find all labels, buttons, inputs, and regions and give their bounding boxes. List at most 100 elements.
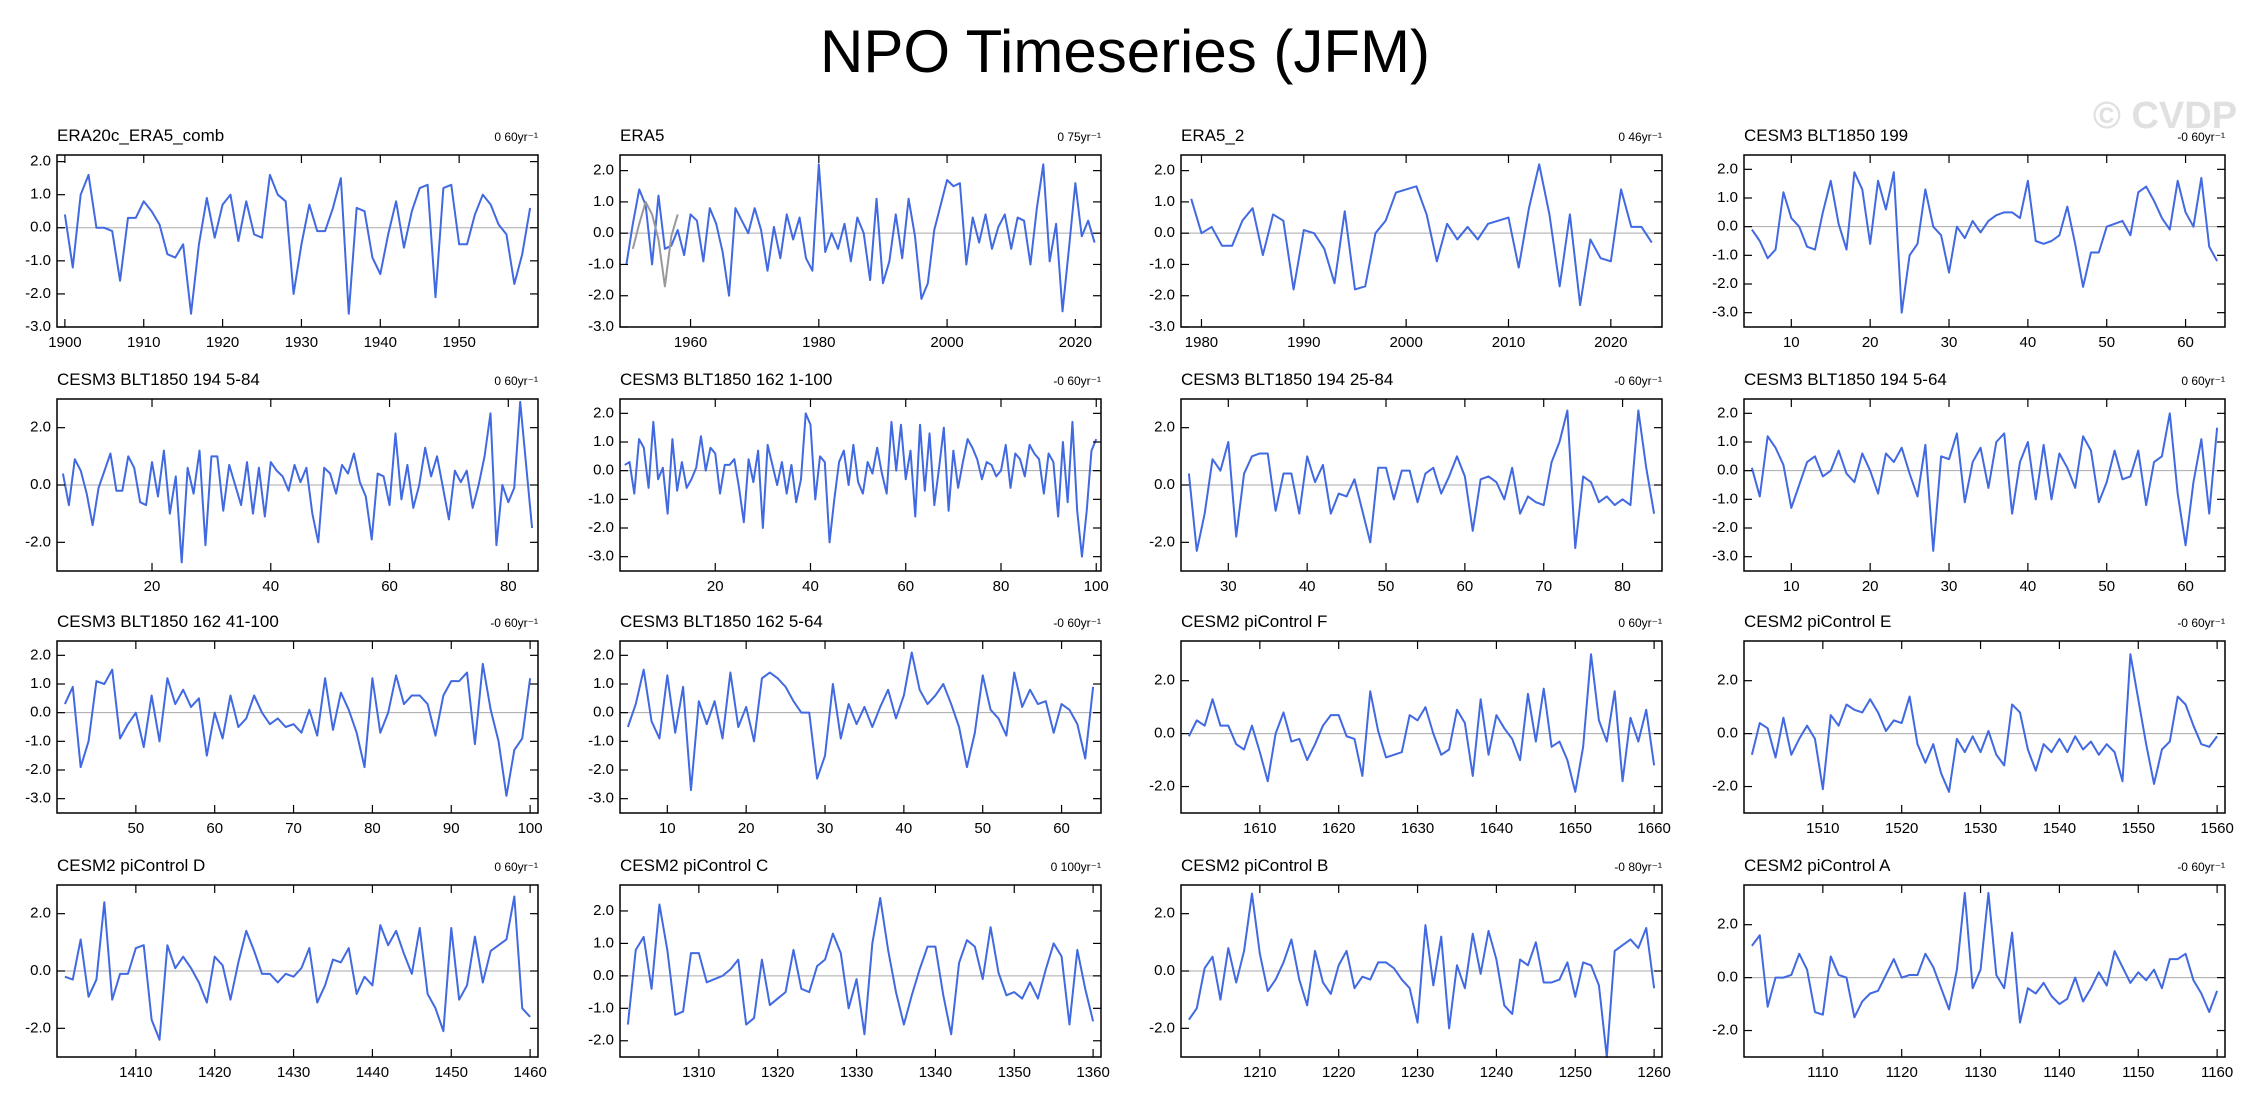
- plot-frame: [619, 154, 1102, 328]
- x-tick-label: 40: [2020, 578, 2037, 595]
- y-tick-label: 2.0: [1717, 404, 1738, 421]
- y-tick-label: 0.0: [30, 962, 51, 979]
- panel-trend: 0 100yr⁻¹: [1051, 860, 1101, 874]
- y-tick-label: -2.0: [1712, 1022, 1738, 1039]
- y-tick-label: -2.0: [25, 1019, 51, 1036]
- y-tick-label: -1.0: [1712, 490, 1738, 507]
- x-tick-label: 1540: [2043, 820, 2076, 837]
- y-tick-label: -2.0: [1149, 533, 1175, 550]
- x-tick-label: 50: [128, 820, 145, 837]
- y-tick-label: 2.0: [30, 646, 51, 663]
- panel: CESM2 piControl C 0 100yr⁻¹ -2.0 -1.0 0.0 1.0…: [588, 856, 1110, 1081]
- x-tick-label: 40: [1299, 578, 1316, 595]
- x-tick-label: 80: [500, 578, 517, 595]
- x-tick-label: 50: [974, 820, 991, 837]
- x-tick-label: 1440: [356, 1064, 389, 1081]
- panel: ERA5 0 75yr⁻¹ -3.0 -2.0 -1.0 0.0 1.0 2.0 1960 198…: [588, 126, 1102, 351]
- y-tick-label: 1.0: [593, 193, 614, 210]
- x-tick-label: 50: [2098, 334, 2115, 351]
- x-tick-label: 1120: [1886, 1064, 1918, 1081]
- x-tick-label: 100: [518, 820, 543, 837]
- x-tick-label: 2000: [1389, 334, 1422, 351]
- x-tick-label: 1110: [1807, 1064, 1838, 1081]
- panel-trend: -0 60yr⁻¹: [2177, 860, 2225, 874]
- x-tick-label: 20: [707, 578, 724, 595]
- plot-frame: [619, 398, 1102, 572]
- series-line: [1187, 409, 1656, 552]
- series-line: [63, 173, 532, 315]
- y-tick-label: 1.0: [593, 433, 614, 450]
- x-tick-label: 60: [206, 820, 223, 837]
- y-tick-label: 2.0: [30, 419, 51, 436]
- panel: CESM3 BLT1850 194 25-84 -0 60yr⁻¹ -2.0 0.0 2…: [1149, 370, 1663, 595]
- x-tick-label: 40: [2020, 334, 2037, 351]
- x-tick-label: 1230: [1401, 1064, 1434, 1081]
- y-tick-label: 2.0: [1154, 672, 1175, 689]
- x-tick-label: 20: [738, 820, 755, 837]
- series-line: [63, 662, 532, 797]
- x-tick-label: 1530: [1964, 820, 1997, 837]
- plot-frame: [1743, 398, 2226, 572]
- x-tick-label: 1460: [513, 1064, 546, 1081]
- panel-trend: 0 75yr⁻¹: [1057, 130, 1101, 144]
- x-tick-label: 1950: [442, 334, 475, 351]
- figure-title: NPO Timeseries (JFM): [820, 18, 1430, 85]
- panel: CESM3 BLT1850 199 -0 60yr⁻¹ -3.0 -2.0 -1.0 0.…: [1712, 126, 2226, 351]
- panel-trend: 0 60yr⁻¹: [494, 130, 538, 144]
- y-tick-label: 0.0: [1154, 725, 1175, 742]
- y-tick-label: 0.0: [1717, 969, 1738, 986]
- panel-trend: -0 60yr⁻¹: [1053, 374, 1101, 388]
- x-tick-label: 30: [1941, 334, 1958, 351]
- y-tick-label: 0.0: [1717, 725, 1738, 742]
- y-tick-label: -1.0: [25, 732, 51, 749]
- plot-frame: [1180, 154, 1663, 328]
- plot-frame: [1743, 640, 2226, 814]
- x-tick-label: 30: [1220, 578, 1237, 595]
- x-tick-label: 1520: [1885, 820, 1918, 837]
- panel-trend: 0 60yr⁻¹: [494, 860, 538, 874]
- x-tick-label: 70: [285, 820, 302, 837]
- series-line: [1751, 171, 2218, 314]
- x-tick-label: 1240: [1480, 1064, 1513, 1081]
- x-tick-label: 1960: [674, 334, 707, 351]
- y-tick-label: -2.0: [1712, 519, 1738, 536]
- panel-trend: -0 60yr⁻¹: [1614, 374, 1662, 388]
- y-tick-label: -1.0: [588, 999, 614, 1016]
- x-tick-label: 60: [2177, 334, 2194, 351]
- y-tick-label: 1.0: [593, 675, 614, 692]
- panel-title: CESM2 piControl E: [1744, 612, 1891, 631]
- y-tick-label: -2.0: [1712, 778, 1738, 795]
- x-tick-label: 60: [2177, 578, 2194, 595]
- panel-trend: 0 60yr⁻¹: [2181, 374, 2225, 388]
- x-tick-label: 1990: [1287, 334, 1320, 351]
- y-tick-label: -1.0: [1149, 255, 1175, 272]
- x-tick-label: 1450: [435, 1064, 468, 1081]
- y-tick-label: -2.0: [1149, 1019, 1175, 1036]
- y-tick-label: -2.0: [25, 533, 51, 550]
- y-tick-label: 0.0: [30, 704, 51, 721]
- x-tick-label: 1640: [1480, 820, 1513, 837]
- x-tick-label: 1260: [1637, 1064, 1670, 1081]
- y-tick-label: 2.0: [1154, 419, 1175, 436]
- y-tick-label: 1.0: [30, 186, 51, 203]
- panel-title: CESM2 piControl A: [1744, 856, 1891, 875]
- x-tick-label: 1330: [840, 1064, 873, 1081]
- y-tick-label: 2.0: [593, 646, 614, 663]
- x-tick-label: 50: [1378, 578, 1395, 595]
- x-tick-label: 90: [443, 820, 460, 837]
- panel-title: CESM3 BLT1850 199: [1744, 126, 1908, 145]
- panel-title: CESM3 BLT1850 194 25-84: [1181, 370, 1393, 389]
- y-tick-label: -3.0: [25, 318, 51, 335]
- x-tick-label: 1650: [1559, 820, 1592, 837]
- x-tick-label: 1980: [1185, 334, 1218, 351]
- y-tick-label: 0.0: [30, 219, 51, 236]
- y-tick-label: 2.0: [1717, 672, 1738, 689]
- x-tick-label: 40: [896, 820, 913, 837]
- y-tick-label: 2.0: [1717, 916, 1738, 933]
- panel: CESM2 piControl F 0 60yr⁻¹ -2.0 0.0 2.0 1610 1…: [1149, 612, 1671, 837]
- panel-trend: -0 60yr⁻¹: [490, 616, 538, 630]
- y-tick-label: -2.0: [588, 761, 614, 778]
- y-tick-label: -1.0: [588, 490, 614, 507]
- y-tick-label: -3.0: [1149, 318, 1175, 335]
